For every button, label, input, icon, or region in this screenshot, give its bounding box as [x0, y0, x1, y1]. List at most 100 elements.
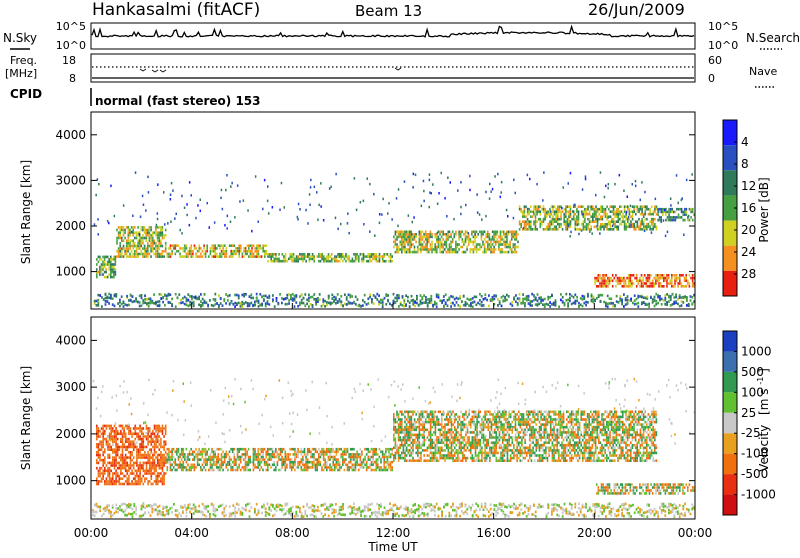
velocity-cell [187, 458, 189, 461]
power-cell [355, 258, 357, 261]
power-cell [668, 277, 670, 280]
power-cell [150, 237, 152, 240]
power-cell [652, 285, 654, 288]
velocity-cell [401, 411, 403, 414]
velocity-cell [96, 462, 98, 465]
velocity-cell [261, 451, 263, 454]
power-cell [205, 253, 207, 256]
power-cell [597, 218, 599, 221]
power-cell [282, 260, 284, 263]
power-cell [274, 253, 276, 256]
velocity-cell [316, 464, 318, 467]
velocity-cell [243, 466, 245, 469]
power-cell [649, 213, 651, 216]
power-ground-cell [567, 299, 569, 302]
power-cell [675, 219, 677, 222]
power-cell [575, 226, 577, 229]
power-scatter-cell [297, 218, 299, 221]
power-ground-cell [567, 302, 569, 305]
velocity-cell [399, 423, 401, 426]
velocity-cell [235, 464, 237, 467]
velocity-cell [412, 413, 414, 416]
power-cell [465, 233, 467, 236]
power-cell [465, 238, 467, 241]
power-cell [497, 238, 499, 241]
power-ground-cell [218, 294, 220, 297]
velocity-cell [125, 470, 127, 473]
power-cell [525, 228, 527, 231]
power-ground-cell [643, 301, 645, 304]
velocity-cell [130, 443, 132, 446]
power-cell [506, 241, 508, 244]
velocity-cell [293, 466, 295, 469]
velocity-cell [388, 456, 390, 459]
power-cell [629, 210, 631, 213]
power-ground-cell [517, 297, 519, 300]
velocity-cell [321, 469, 323, 472]
power-cell [552, 205, 554, 208]
velocity-cell [112, 435, 114, 438]
velocity-cell [154, 425, 156, 428]
power-cell [144, 245, 146, 248]
power-ground-cell [583, 295, 585, 298]
velocity-cell [102, 470, 104, 473]
power-ground-cell [553, 302, 555, 305]
power-scatter-cell [450, 181, 452, 184]
power-cell [563, 223, 565, 226]
power-scatter-cell [691, 173, 693, 176]
velocity-cell [340, 448, 342, 451]
power-cell [535, 220, 537, 223]
power-cell [522, 215, 524, 218]
power-cell [536, 220, 538, 223]
power-cell [321, 255, 323, 258]
power-ground-cell [204, 301, 206, 304]
power-cell [495, 241, 497, 244]
velocity-cell [117, 475, 119, 478]
power-cell [145, 250, 147, 253]
power-ground-cell [184, 296, 186, 299]
power-cell [465, 231, 467, 234]
power-scatter-cell [670, 204, 672, 207]
power-ground-cell [537, 300, 539, 303]
velocity-cell [273, 453, 275, 456]
power-ground-cell [450, 295, 452, 298]
velocity-cell [326, 448, 328, 451]
velocity-cell [267, 458, 269, 461]
velocity-cell [102, 438, 104, 441]
power-ground-cell [475, 296, 477, 299]
velocity-cell [162, 477, 164, 480]
power-scatter-cell [460, 181, 462, 184]
power-ground-cell [483, 298, 485, 301]
power-ground-cell [627, 295, 629, 298]
power-cell [136, 237, 138, 240]
power-colorbar-swatch [723, 246, 737, 271]
power-cell [393, 246, 395, 249]
power-ground-cell [304, 304, 306, 307]
velocity-cell [99, 430, 101, 433]
power-cell [536, 205, 538, 208]
power-cell [282, 253, 284, 256]
power-cell [536, 228, 538, 231]
power-cell [264, 250, 266, 253]
velocity-cell [353, 466, 355, 469]
velocity-cell [265, 469, 267, 472]
power-cell [661, 277, 663, 280]
velocity-cell [251, 461, 253, 464]
velocity-cell [125, 438, 127, 441]
power-cell [508, 231, 510, 234]
velocity-cell [96, 443, 98, 446]
power-cell [147, 250, 149, 253]
velocity-cell [293, 461, 295, 464]
power-cell [144, 255, 146, 258]
velocity-cell [112, 477, 114, 480]
power-cell [447, 251, 449, 254]
power-ground-cell [238, 302, 240, 305]
power-cell [175, 247, 177, 250]
power-cell [358, 258, 360, 261]
power-scatter-cell [457, 189, 459, 192]
velocity-cell [203, 458, 205, 461]
power-cell [149, 226, 151, 229]
velocity-cell [162, 464, 164, 467]
velocity-cell [202, 453, 204, 456]
velocity-cell [163, 443, 165, 446]
